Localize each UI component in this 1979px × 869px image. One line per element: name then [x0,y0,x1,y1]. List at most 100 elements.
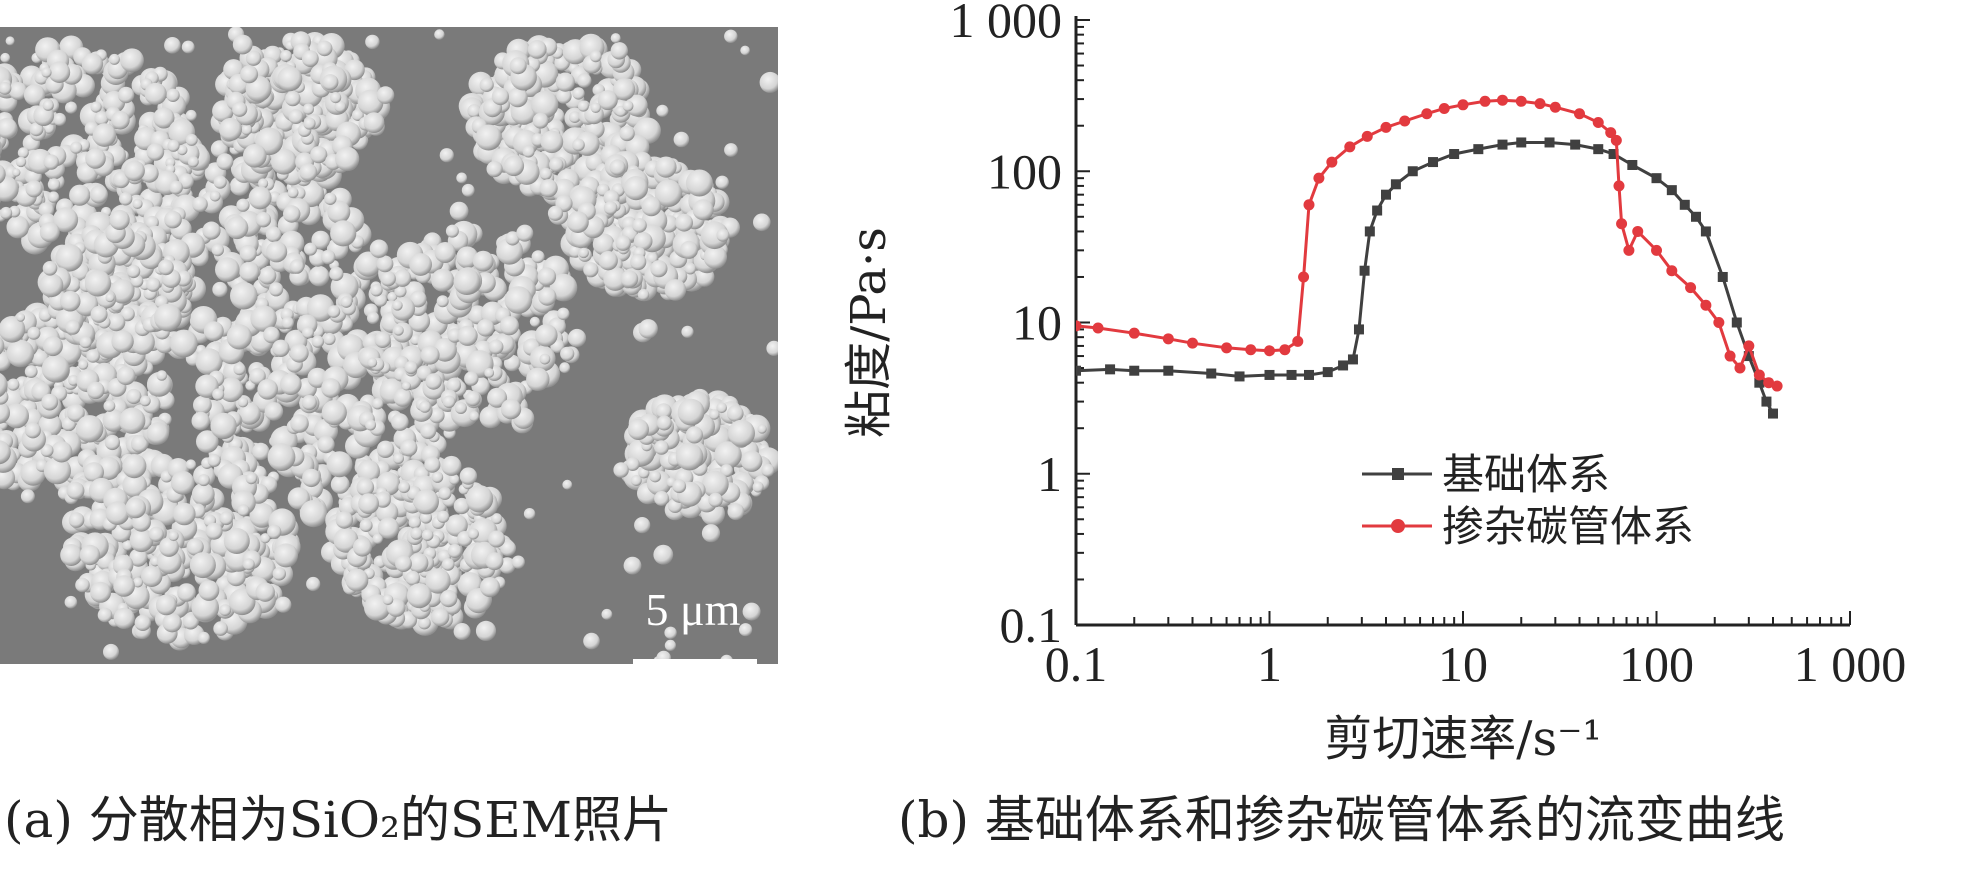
sem-particles [0,27,778,664]
data-point [1479,95,1491,107]
sem-image: 5 μm [0,27,778,664]
data-point [1496,94,1508,106]
data-point [1690,211,1701,222]
data-point [1076,320,1082,332]
x-tick-label: 1 [1257,636,1282,692]
x-tick-label: 100 [1619,636,1694,692]
series-2 [1076,94,1783,392]
data-point [1380,121,1392,133]
data-point [1326,156,1338,168]
data-point [1767,408,1778,419]
data-point [1717,271,1728,282]
data-point [1761,396,1772,407]
scale-bar [633,659,757,664]
data-point [1763,377,1775,389]
series-1 [1076,137,1778,419]
data-point [1679,199,1690,210]
legend-marker [1391,519,1405,533]
data-point [1128,327,1140,339]
data-point [1186,337,1198,349]
caption-a: (a) 分散相为SiO₂的SEM照片 [4,791,672,849]
data-point [1380,189,1391,200]
data-point [1771,380,1783,392]
data-point [1573,108,1585,120]
y-tick-label: 1 000 [950,0,1063,48]
data-point [1632,225,1644,237]
data-point [1129,365,1140,376]
legend-item: 掺杂碳管体系 [1362,502,1694,551]
data-point [1700,299,1712,311]
data-point [1570,139,1581,150]
scale-bar-label: 5 μm [645,584,741,635]
data-point [1608,149,1619,160]
data-point [1372,205,1383,216]
data-point [1163,365,1174,376]
data-point [1651,173,1662,184]
data-point [1234,371,1245,382]
data-point [1407,166,1418,177]
data-point [1347,354,1358,365]
legend-marker [1392,468,1404,480]
data-point [1292,335,1304,347]
data-point [1449,149,1460,160]
data-point [1651,244,1662,256]
y-tick-label: 0.1 [1000,597,1063,653]
data-point [1279,344,1291,356]
data-point [1753,369,1765,381]
data-point [1743,340,1755,352]
data-point [1605,127,1617,139]
x-tick-label: 0.1 [1045,636,1108,692]
data-point [1438,102,1450,114]
data-point [1473,144,1484,155]
data-point [1700,226,1711,237]
data-point [1724,350,1736,362]
data-point [1534,98,1546,110]
data-point [1731,317,1742,328]
data-point [1298,271,1310,283]
data-point [1344,141,1356,153]
data-point [1390,179,1401,190]
x-tick-label: 10 [1438,636,1488,692]
data-point [1353,324,1364,335]
data-point [1616,218,1628,230]
data-point [1245,344,1257,356]
data-point [1162,333,1174,345]
data-point [1361,130,1373,142]
data-point [1497,139,1508,150]
series-line [1076,98,1778,388]
legend-label: 基础体系 [1442,450,1610,499]
data-point [1076,365,1081,376]
data-point [1313,172,1325,184]
data-point [1264,369,1275,380]
x-axis-title: 剪切速率/s⁻¹ [1324,711,1601,767]
data-point [1623,244,1635,256]
legend-item: 基础体系 [1362,450,1610,499]
data-point [1610,134,1622,146]
data-point [1544,137,1555,148]
data-point [1685,282,1697,294]
data-point [1734,362,1746,374]
data-point [1592,117,1604,129]
data-point [1092,322,1104,334]
data-point [1399,115,1411,127]
data-point [1322,367,1333,378]
legend-label: 掺杂碳管体系 [1442,502,1694,551]
data-point [1613,180,1625,192]
data-point [1516,137,1527,148]
y-axis-title: 粘度/Pa·s [841,227,897,438]
x-tick-label: 1 000 [1794,636,1907,692]
data-point [1593,144,1604,155]
data-point [1754,377,1765,388]
data-point [1421,108,1433,120]
series-line [1076,141,1775,415]
data-point [1286,369,1297,380]
data-point [1713,317,1725,328]
data-point [1743,351,1754,362]
data-point [1549,101,1561,113]
data-point [1359,265,1370,276]
data-point [1428,157,1439,168]
y-tick-label: 1 [1037,446,1062,502]
data-point [1666,185,1677,196]
